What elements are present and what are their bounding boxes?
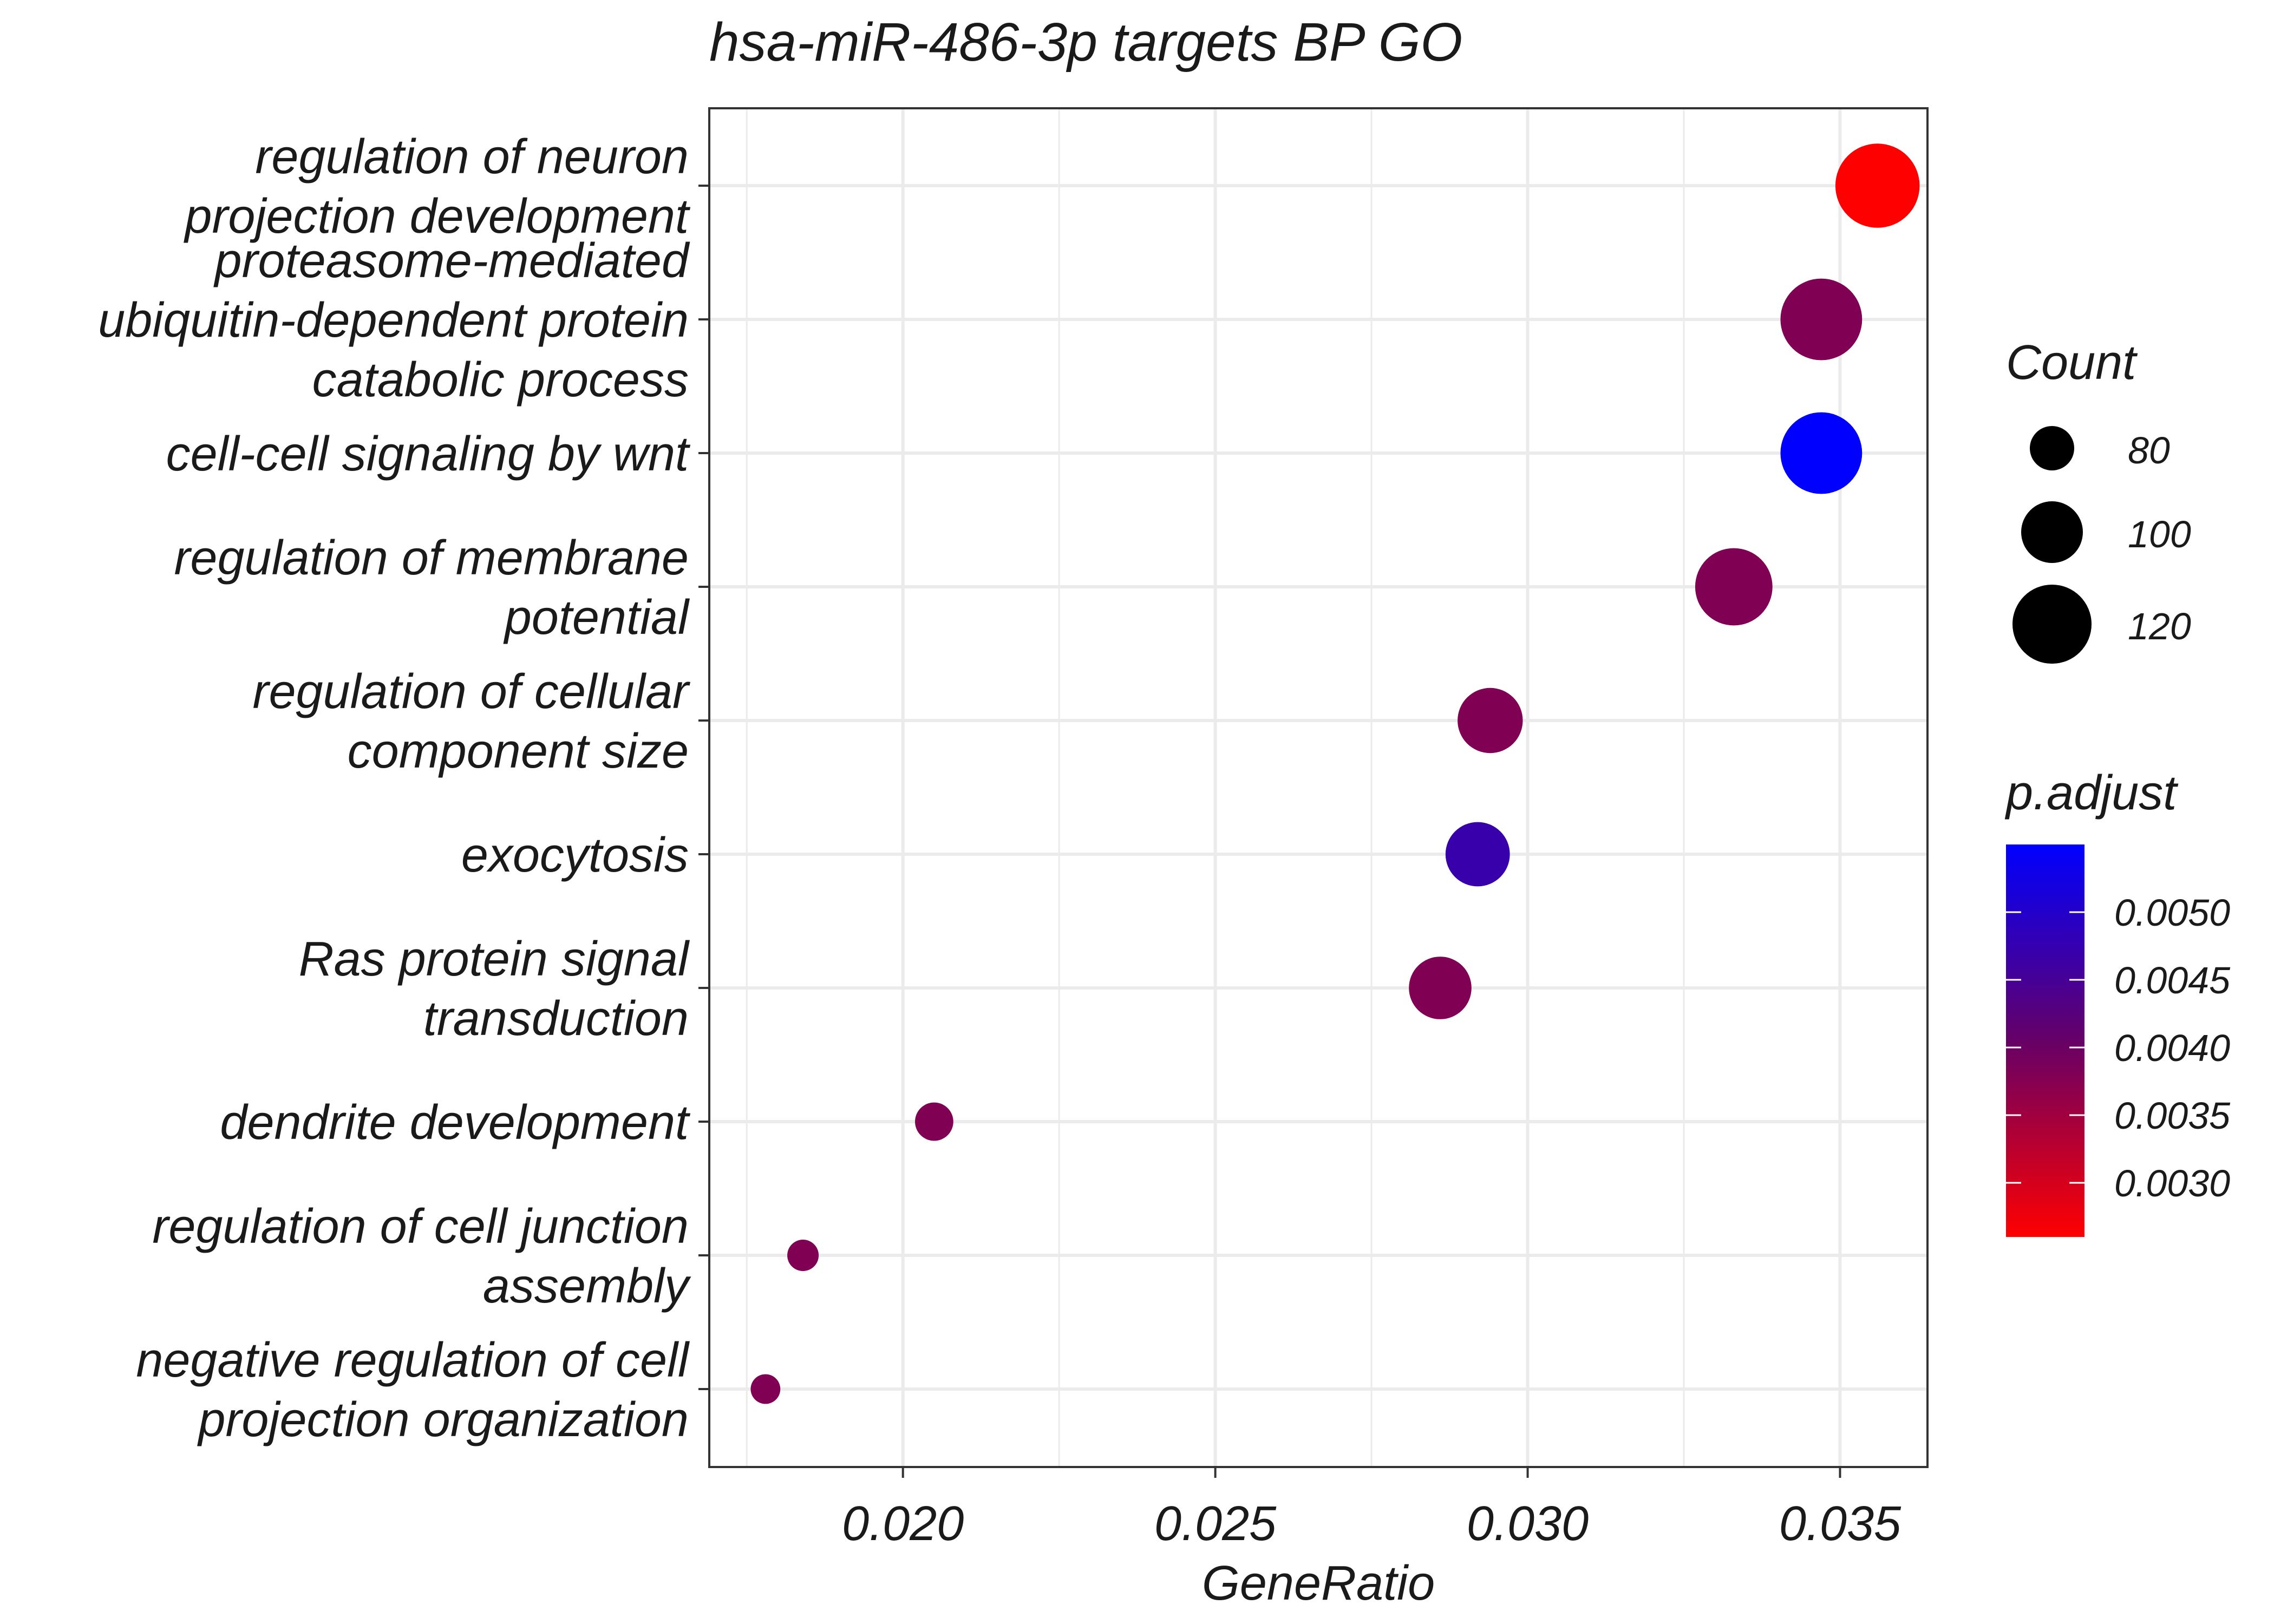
x-tick-label: 0.025 xyxy=(1154,1497,1277,1551)
y-tick-label: projection organization xyxy=(197,1393,689,1447)
y-tick-label: cell-cell signaling by wnt xyxy=(166,427,691,481)
y-tick-label: Ras protein signal xyxy=(299,932,690,986)
data-point xyxy=(1780,412,1863,494)
colorbar-tick-label: 0.0045 xyxy=(2114,959,2231,1001)
minor-gridlines xyxy=(746,108,1685,1467)
chart-title: hsa-miR-486-3p targets BP GO xyxy=(709,12,1462,73)
y-tick-label: regulation of neuron xyxy=(255,130,689,184)
x-tick-label: 0.020 xyxy=(842,1497,964,1551)
p-adjust-legend-title: p.adjust xyxy=(2004,766,2179,820)
data-point xyxy=(1458,687,1523,754)
p-adjust-colorbar xyxy=(2006,844,2084,1237)
data-point xyxy=(1835,143,1920,228)
x-tick-label: 0.030 xyxy=(1467,1497,1589,1551)
count-legend-point xyxy=(2030,426,2074,470)
data-point xyxy=(1780,278,1863,361)
data-point xyxy=(787,1240,819,1271)
y-tick-label: catabolic process xyxy=(312,353,689,407)
count-legend-title: Count xyxy=(2006,336,2138,390)
data-point xyxy=(1409,957,1472,1019)
y-tick-label: projection development xyxy=(183,189,691,244)
y-tick-label: regulation of cell junction xyxy=(152,1200,689,1254)
y-tick-label: negative regulation of cell xyxy=(136,1333,690,1387)
count-legend-label: 100 xyxy=(2128,513,2191,555)
data-point xyxy=(1445,822,1510,887)
y-tick-label: ubiquitin-dependent protein xyxy=(98,293,689,348)
major-gridlines xyxy=(709,108,1927,1467)
y-tick-label: proteasome-mediated xyxy=(213,234,690,288)
x-tick-label: 0.035 xyxy=(1779,1497,1901,1551)
x-axis-title: GeneRatio xyxy=(1202,1556,1435,1610)
y-tick-label: dendrite development xyxy=(220,1096,691,1150)
panel-border xyxy=(708,107,1929,1468)
y-tick-label: regulation of cellular xyxy=(253,665,691,719)
y-tick-label: potential xyxy=(503,591,690,645)
y-tick-label: assembly xyxy=(483,1259,691,1313)
y-tick-label: exocytosis xyxy=(461,828,689,882)
count-legend-label: 120 xyxy=(2128,605,2191,647)
data-point xyxy=(750,1374,781,1404)
p-adjust-legend: p.adjust 0.0030 0.0035 0.0040 0.0045 0.0050 xyxy=(2004,766,2231,1237)
colorbar-tick-label: 0.0040 xyxy=(2114,1027,2230,1069)
x-axis: 0.020 0.025 0.030 0.035 xyxy=(842,1467,1901,1551)
colorbar-tick-label: 0.0035 xyxy=(2114,1095,2231,1137)
count-legend-label: 80 xyxy=(2128,429,2170,472)
count-legend-point xyxy=(2012,585,2092,664)
y-tick-label: regulation of membrane xyxy=(174,531,689,585)
y-tick-label: transduction xyxy=(423,992,689,1046)
panel-background xyxy=(709,108,1927,1467)
plot-panel xyxy=(708,107,1929,1468)
colorbar-tick-label: 0.0030 xyxy=(2114,1162,2230,1204)
y-tick-label: component size xyxy=(348,724,689,778)
count-legend: Count 80 100 120 xyxy=(2006,336,2191,664)
data-point xyxy=(1695,548,1773,626)
count-legend-point xyxy=(2021,501,2083,563)
colorbar-tick-label: 0.0050 xyxy=(2114,892,2230,934)
data-point xyxy=(914,1102,953,1141)
data-points xyxy=(750,143,1920,1404)
